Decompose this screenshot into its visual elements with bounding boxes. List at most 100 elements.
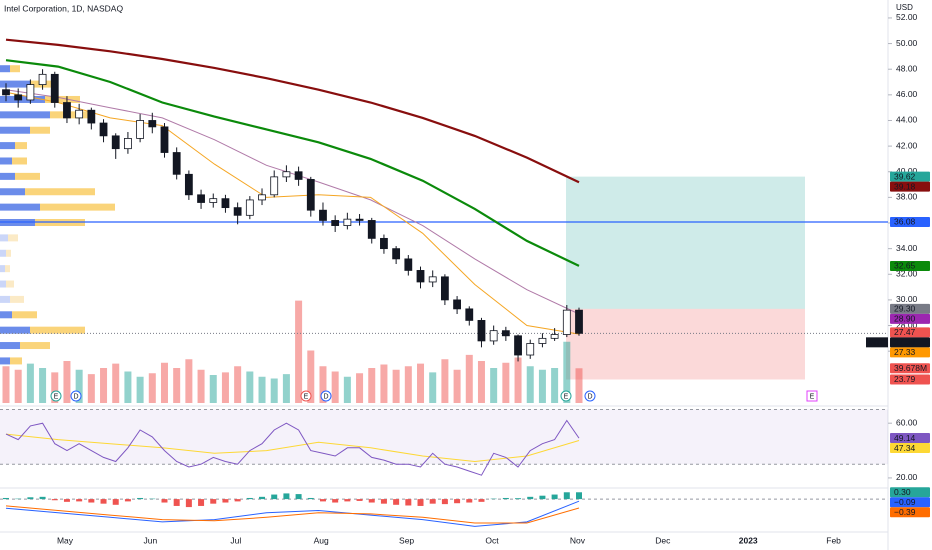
macd-histogram-bar bbox=[185, 499, 192, 508]
macd-histogram-bar bbox=[441, 499, 448, 505]
profile-down bbox=[12, 157, 27, 165]
price-badge bbox=[890, 313, 930, 324]
rsi-badge-text: 49.14 bbox=[894, 433, 916, 443]
volume-bar bbox=[221, 372, 229, 403]
macd-histogram-bar bbox=[63, 499, 70, 502]
macd-histogram-bar bbox=[124, 499, 131, 502]
price-badge bbox=[890, 181, 930, 192]
volume-bar bbox=[551, 368, 559, 403]
profile-up bbox=[0, 326, 30, 334]
macd-signal-line bbox=[5, 505, 580, 524]
profile-down bbox=[40, 203, 115, 211]
profile-down bbox=[12, 311, 37, 319]
profile-up bbox=[0, 249, 6, 257]
volume-bar bbox=[51, 372, 59, 403]
y-tick-label: 30.00 bbox=[896, 294, 918, 304]
macd-histogram-bar bbox=[466, 499, 473, 503]
candle-body bbox=[440, 276, 449, 301]
candle-body bbox=[392, 248, 401, 260]
profile-up bbox=[0, 80, 30, 88]
candle-body bbox=[172, 152, 181, 175]
volume-bar bbox=[282, 374, 290, 403]
macd-histogram-bar bbox=[502, 497, 509, 500]
volume-bar bbox=[160, 362, 168, 403]
rsi-badge bbox=[890, 433, 930, 444]
candle-body bbox=[526, 343, 535, 356]
volume-bar bbox=[331, 371, 339, 403]
candle-body bbox=[184, 173, 193, 196]
candle-body bbox=[306, 179, 315, 211]
y-tick-label: 44.00 bbox=[896, 115, 918, 125]
candle-body bbox=[550, 334, 559, 339]
x-tick-label: Feb bbox=[826, 535, 841, 545]
macd-histogram-bar bbox=[39, 496, 46, 500]
candle-body bbox=[343, 218, 352, 226]
candle-body bbox=[270, 176, 279, 196]
rsi-badge bbox=[890, 443, 930, 454]
volume-bar bbox=[392, 369, 400, 403]
macd-histogram-bar bbox=[137, 497, 144, 500]
volume-bar bbox=[453, 369, 461, 403]
candle-body bbox=[404, 258, 413, 271]
volume-bar bbox=[148, 373, 156, 403]
macd-histogram-bar bbox=[161, 499, 168, 503]
event-label: E bbox=[564, 393, 569, 400]
price-badge bbox=[890, 171, 930, 182]
candle-body bbox=[87, 109, 96, 124]
candle-body bbox=[562, 309, 571, 335]
volume-bar bbox=[136, 376, 144, 403]
event-marker bbox=[806, 390, 818, 402]
y-tick-label: 38.00 bbox=[896, 192, 918, 202]
candle-body bbox=[538, 337, 547, 344]
profile-down bbox=[45, 95, 80, 103]
profile-down bbox=[10, 295, 24, 303]
volume-bar bbox=[356, 373, 364, 403]
profile-up bbox=[0, 265, 5, 273]
volume-bar bbox=[75, 369, 83, 403]
target-zone bbox=[566, 176, 805, 309]
moving-average bbox=[5, 89, 580, 315]
moving-average bbox=[5, 59, 580, 267]
profile-up bbox=[0, 342, 20, 350]
profile-up bbox=[0, 172, 15, 180]
chart-title: Intel Corporation, 1D, NASDAQ bbox=[4, 3, 123, 13]
price-badge-text: 27.47 bbox=[894, 327, 916, 337]
y-tick-label: 28.00 bbox=[896, 320, 918, 330]
profile-up bbox=[0, 95, 45, 103]
macd-histogram-bar bbox=[429, 499, 436, 504]
candle-body bbox=[416, 270, 425, 283]
rsi-tick-label: 20.00 bbox=[896, 472, 918, 482]
macd-badge bbox=[890, 507, 930, 518]
macd-histogram-bar bbox=[3, 497, 9, 500]
candle-body bbox=[14, 94, 23, 101]
volume-bar bbox=[100, 368, 108, 403]
volume-bar bbox=[575, 368, 583, 403]
candle-body bbox=[282, 171, 291, 178]
volume-bar bbox=[441, 359, 449, 403]
candle-body bbox=[465, 308, 474, 321]
candle-body bbox=[319, 209, 327, 221]
volume-bar bbox=[465, 354, 473, 403]
profile-down bbox=[30, 126, 50, 134]
y-tick-label: 34.00 bbox=[896, 243, 918, 253]
candle-body bbox=[111, 135, 120, 150]
price-badge bbox=[890, 347, 930, 358]
macd-histogram-bar bbox=[332, 499, 339, 503]
macd-badge bbox=[890, 487, 930, 498]
candle-body bbox=[380, 237, 388, 250]
candle-body bbox=[453, 299, 461, 310]
macd-histogram-bar bbox=[478, 499, 485, 502]
volume-bar bbox=[2, 366, 10, 403]
price-badge-text: 32.65 bbox=[894, 261, 916, 271]
macd-badge-text: −0.39 bbox=[894, 507, 916, 517]
volume-bar bbox=[307, 350, 315, 403]
macd-histogram-bar bbox=[563, 492, 570, 500]
profile-down bbox=[15, 142, 27, 150]
profile-down bbox=[5, 265, 10, 273]
profile-down bbox=[25, 188, 95, 196]
macd-histogram-bar bbox=[393, 499, 400, 505]
event-marker bbox=[560, 390, 572, 402]
macd-histogram-bar bbox=[344, 499, 351, 502]
volume-bar bbox=[270, 378, 278, 403]
event-label: E bbox=[54, 393, 59, 400]
